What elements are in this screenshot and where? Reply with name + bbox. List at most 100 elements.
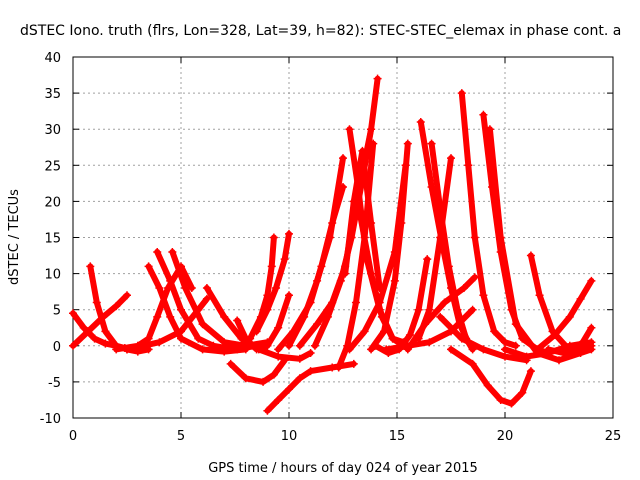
data-point bbox=[405, 330, 414, 339]
data-point bbox=[416, 117, 425, 126]
data-point bbox=[177, 327, 185, 336]
data-point bbox=[274, 395, 283, 404]
data-point bbox=[285, 385, 293, 394]
data-point bbox=[453, 305, 462, 314]
data-point bbox=[233, 316, 242, 325]
data-point bbox=[220, 312, 229, 321]
data-point bbox=[280, 356, 289, 365]
data-point bbox=[177, 334, 185, 343]
data-point bbox=[166, 276, 175, 285]
data-point bbox=[511, 320, 520, 329]
y-tick-label: -10 bbox=[40, 412, 61, 427]
data-point bbox=[79, 323, 88, 332]
data-point bbox=[181, 284, 190, 293]
data-point bbox=[345, 345, 354, 354]
data-point bbox=[468, 305, 477, 314]
data-point bbox=[155, 284, 164, 293]
data-point bbox=[388, 334, 397, 343]
data-point bbox=[414, 334, 423, 343]
data-point bbox=[194, 334, 203, 343]
data-point bbox=[345, 125, 354, 134]
data-point bbox=[86, 262, 95, 271]
data-point bbox=[447, 345, 455, 354]
y-tick-label: 20 bbox=[44, 195, 61, 210]
data-point bbox=[263, 305, 272, 314]
data-point bbox=[300, 312, 309, 321]
y-tick-label: 0 bbox=[53, 340, 61, 355]
data-point bbox=[153, 312, 162, 321]
series-line-11 bbox=[227, 357, 288, 385]
data-point bbox=[559, 349, 568, 358]
data-point bbox=[544, 345, 553, 354]
data-point bbox=[367, 219, 376, 228]
data-point bbox=[263, 341, 272, 350]
data-point bbox=[349, 197, 358, 206]
series-line-12 bbox=[234, 234, 277, 353]
data-point bbox=[360, 327, 369, 336]
data-point bbox=[501, 345, 509, 354]
data-point bbox=[518, 388, 527, 397]
data-point bbox=[252, 345, 261, 354]
data-point bbox=[269, 370, 278, 379]
data-point bbox=[101, 339, 110, 348]
data-point bbox=[295, 374, 304, 383]
data-point bbox=[285, 229, 293, 238]
data-point bbox=[155, 338, 164, 347]
axis-ticks: 0 5 10 15 20 25 -10 -5 0 5 10 15 20 25 30 35 40 bbox=[40, 51, 622, 444]
data-point bbox=[367, 125, 376, 134]
data-point bbox=[92, 298, 101, 307]
data-point bbox=[403, 139, 412, 148]
data-point bbox=[269, 233, 278, 242]
y-tick-label: 15 bbox=[44, 232, 61, 247]
data-point bbox=[555, 356, 563, 365]
data-point bbox=[144, 262, 153, 271]
y-tick-label: 10 bbox=[44, 268, 61, 283]
series-group bbox=[69, 74, 596, 415]
data-point bbox=[241, 374, 250, 383]
grid bbox=[73, 57, 613, 418]
data-point bbox=[436, 312, 445, 321]
data-point bbox=[479, 291, 488, 300]
x-tick-label: 20 bbox=[497, 429, 514, 444]
data-point bbox=[123, 345, 131, 354]
y-tick-label: 35 bbox=[44, 87, 61, 102]
data-point bbox=[425, 305, 434, 314]
x-axis-label: GPS time / hours of day 024 of year 2015 bbox=[208, 461, 478, 476]
data-point bbox=[349, 359, 358, 368]
data-point bbox=[511, 341, 520, 350]
data-point bbox=[112, 345, 121, 354]
data-point bbox=[112, 302, 121, 311]
data-point bbox=[339, 154, 347, 163]
data-point bbox=[194, 305, 203, 314]
data-point bbox=[233, 345, 242, 354]
data-point bbox=[526, 367, 535, 376]
data-point bbox=[198, 320, 207, 329]
data-point bbox=[144, 334, 153, 343]
x-tick-label: 5 bbox=[177, 429, 185, 444]
series-line-30 bbox=[415, 155, 454, 342]
data-point bbox=[501, 352, 509, 361]
series-line-10 bbox=[234, 292, 292, 353]
data-point bbox=[427, 139, 436, 148]
series-line-36 bbox=[527, 252, 595, 353]
data-point bbox=[326, 233, 335, 242]
y-tick-label: 40 bbox=[44, 51, 61, 66]
data-point bbox=[306, 349, 315, 358]
data-point bbox=[274, 352, 283, 361]
data-point bbox=[373, 74, 382, 83]
data-point bbox=[526, 251, 535, 260]
data-point bbox=[375, 298, 384, 307]
data-point bbox=[550, 330, 559, 339]
data-point bbox=[380, 327, 389, 336]
data-point bbox=[267, 262, 276, 271]
x-tick-label: 25 bbox=[605, 429, 622, 444]
data-point bbox=[485, 125, 494, 134]
data-point bbox=[313, 276, 322, 285]
data-point bbox=[533, 345, 542, 354]
data-point bbox=[479, 110, 488, 119]
data-point bbox=[285, 341, 293, 350]
data-point bbox=[587, 323, 596, 332]
data-point bbox=[425, 338, 434, 347]
data-point bbox=[369, 139, 378, 148]
data-point bbox=[209, 341, 218, 350]
